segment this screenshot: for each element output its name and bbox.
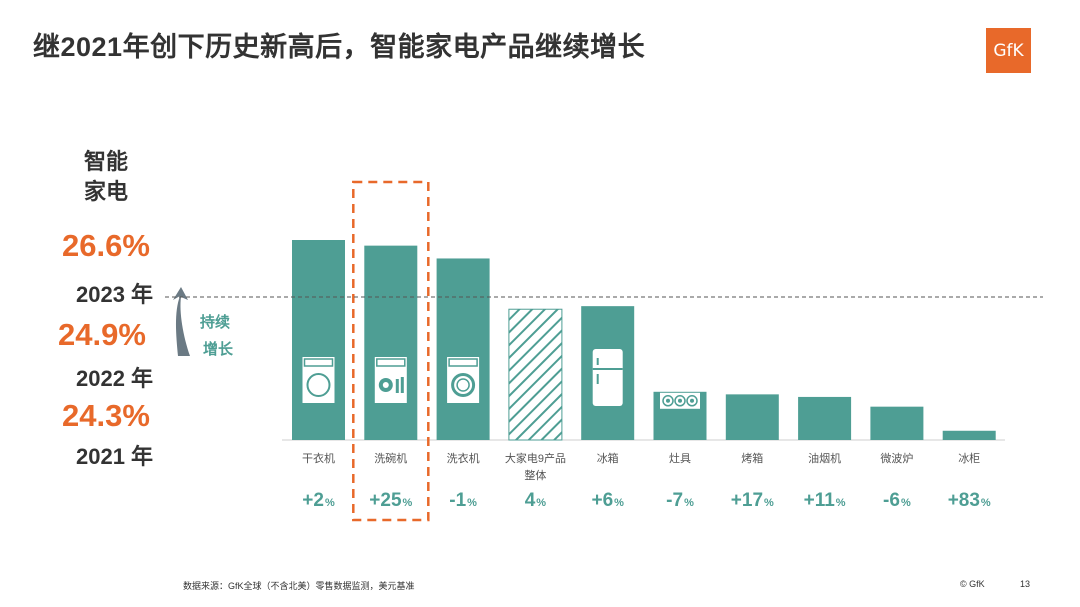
growth-label: +17% (731, 490, 774, 511)
category-label: 洗衣机 (447, 451, 480, 465)
growth-label: -1% (449, 490, 477, 511)
growth-label: +6% (591, 490, 624, 511)
stove-icon (660, 392, 700, 409)
bar (436, 258, 490, 440)
dishwasher-icon (374, 357, 407, 403)
growth-text-2: 增长 (203, 341, 234, 358)
bar (798, 396, 852, 440)
category-label: 微波炉 (880, 451, 913, 465)
category-label: 大家电9产品整体 (505, 451, 566, 482)
year-2023: 2023 年 (76, 282, 154, 307)
gfk-logo: GfK (986, 28, 1031, 73)
growth-label: +2% (302, 490, 335, 511)
growth-label: 4% (525, 490, 547, 511)
data-source-note: 数据来源：GfK全球（不含北美）零售数据监测，美元基准 (183, 581, 415, 591)
bar (292, 240, 345, 440)
category-label: 冰箱 (597, 451, 619, 465)
category-label: 油烟机 (808, 451, 841, 465)
category-label: 灶具 (669, 452, 691, 465)
bar-group: 冰箱 +6% (581, 306, 635, 511)
copyright: © GfK (960, 579, 985, 589)
bar-group: 洗碗机 +25% (364, 245, 418, 511)
bar-group: 洗衣机 -1% (436, 258, 490, 511)
category-label: 洗碗机 (374, 451, 407, 465)
growth-label: -7% (666, 490, 694, 511)
fridge-icon (592, 349, 623, 406)
highlight-box (352, 180, 430, 522)
category-label: 烤箱 (741, 451, 763, 465)
category-label: 冰柜 (958, 452, 980, 465)
bar (942, 430, 996, 440)
bar-group: 大家电9产品整体 4% (505, 308, 566, 511)
washing-machine-icon (447, 357, 480, 403)
label-line-1: 智能 (84, 149, 129, 174)
bar (870, 406, 924, 440)
bar (725, 394, 779, 440)
year-2022: 2022 年 (76, 366, 154, 391)
share-2022: 24.9% (58, 317, 146, 352)
year-2021: 2021 年 (76, 444, 154, 469)
dryer-icon (302, 357, 335, 403)
growth-arrow (173, 287, 190, 356)
growth-label: +83% (948, 490, 991, 511)
bar-group: 烤箱 +17% (725, 394, 779, 511)
growth-label: +11% (804, 490, 846, 511)
share-2023: 26.6% (62, 228, 150, 263)
bar-group: 冰柜 +83% (942, 430, 996, 511)
bar-group: 干衣机 +2% (292, 240, 345, 511)
growth-label: -6% (883, 490, 911, 511)
bar-group: 油烟机 +11% (798, 396, 852, 511)
growth-label: +25% (369, 490, 412, 511)
category-label: 干衣机 (302, 451, 335, 465)
bar (364, 245, 418, 440)
page-title: 继2021年创下历史新高后，智能家电产品继续增长 (33, 32, 646, 62)
growth-text-1: 持续 (200, 314, 231, 331)
bar-group: 灶具 -7% (653, 391, 707, 511)
label-line-2: 家电 (84, 179, 129, 204)
bar-group: 微波炉 -6% (870, 406, 924, 511)
smart-appliance-label: 智能 家电 (84, 147, 144, 207)
bar-overall (508, 308, 563, 441)
share-2021: 24.3% (62, 398, 150, 433)
page-number: 13 (1020, 579, 1031, 589)
